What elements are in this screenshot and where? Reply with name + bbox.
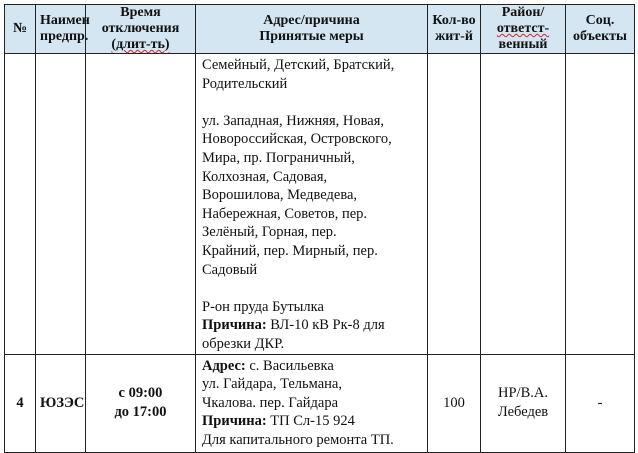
header-num: № bbox=[4, 4, 36, 54]
address-line: Новороссийская, Островского, bbox=[202, 131, 392, 148]
address-line: Набережная, Советов, пер. bbox=[202, 205, 368, 222]
header-row: № Наимен предпр. Время отключения (длит-ть… bbox=[4, 4, 635, 54]
cell-district: НР/В.А. Лебедев bbox=[480, 353, 566, 453]
table-row: 4 ЮЗЭС с 09:00 до 17:00 Адрес: с. Василье… bbox=[4, 353, 635, 453]
cell-social: - bbox=[565, 353, 635, 453]
cell-social bbox=[565, 53, 635, 355]
cell-time bbox=[85, 53, 196, 355]
address-line bbox=[202, 279, 423, 298]
table-row: Семейный, Детский, Братский, Родительский… bbox=[4, 53, 635, 355]
address-line bbox=[202, 93, 423, 112]
address-line: ул. Западная, Нижняя, Новая, bbox=[202, 112, 385, 129]
header-social: Соц. объекты bbox=[565, 4, 635, 54]
address-line: Колхозная, Садовая, bbox=[202, 168, 328, 185]
address-line: Зелёный, Горная, пер. bbox=[202, 224, 337, 241]
address-line: Семейный, Детский, Братский, bbox=[202, 57, 395, 73]
cell-num: 4 bbox=[4, 353, 36, 453]
cell-company bbox=[35, 53, 86, 355]
address-line: Родительский bbox=[202, 75, 288, 92]
header-address: Адрес/причина Принятые меры bbox=[195, 4, 428, 54]
cell-address: Адрес: с. Васильевка ул. Гайдара, Тельма… bbox=[195, 353, 428, 453]
outage-table: № Наимен предпр. Время отключения (длит-ть… bbox=[4, 4, 635, 453]
address-line: Садовый bbox=[202, 261, 258, 278]
header-residents: Кол-во жит-й bbox=[427, 4, 481, 54]
cell-num bbox=[4, 53, 36, 355]
address-line: Ворошилова, Медведева, bbox=[202, 187, 358, 204]
header-district: Район/ответст-венный bbox=[480, 4, 566, 54]
cell-address: Семейный, Детский, Братский, Родительский… bbox=[195, 53, 428, 355]
cell-district bbox=[480, 53, 566, 355]
address-line: Крайний, пер. Мирный, пер. bbox=[202, 242, 378, 259]
address-line: Мира, пр. Пограничный, bbox=[202, 149, 355, 166]
header-time: Время отключения (длит-ть) bbox=[85, 4, 196, 54]
header-company: Наимен предпр. bbox=[35, 4, 90, 54]
cell-residents: 100 bbox=[427, 353, 481, 453]
cell-residents bbox=[427, 53, 481, 355]
cell-time: с 09:00 до 17:00 bbox=[85, 353, 196, 453]
cell-company: ЮЗЭС bbox=[35, 353, 86, 453]
address-line: Р-он пруда Бутылка bbox=[202, 298, 324, 315]
